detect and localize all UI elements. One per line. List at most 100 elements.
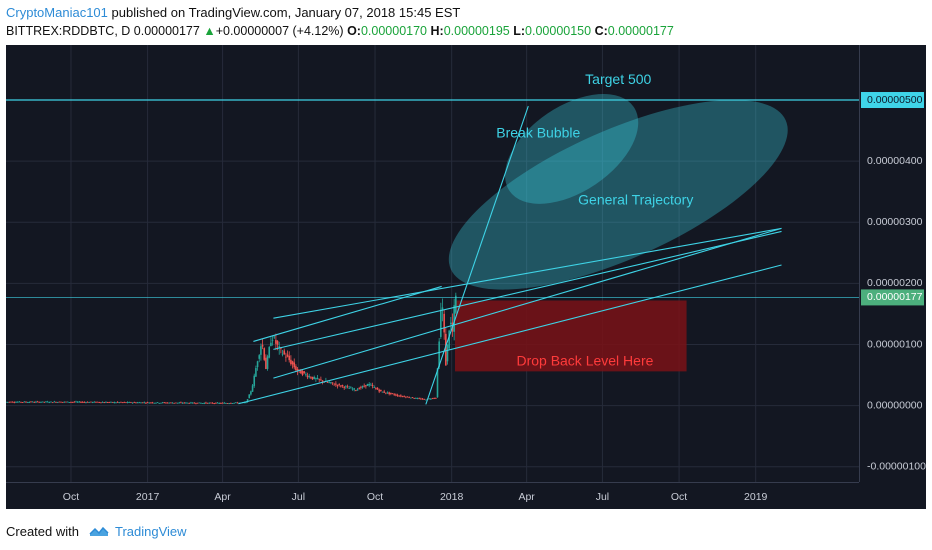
candle-body-94 bbox=[161, 402, 164, 404]
candle-body-160 bbox=[271, 339, 274, 341]
candle-body-130 bbox=[221, 402, 224, 404]
candle-body-90 bbox=[155, 402, 157, 404]
candle-body-71 bbox=[123, 402, 126, 403]
candle-body-149 bbox=[253, 375, 256, 386]
candle-body-157 bbox=[266, 356, 269, 369]
chart-area[interactable]: Target 500 Break Bubble General Trajectory… bbox=[5, 45, 926, 509]
time-axis[interactable]: Oct 2017 Apr Jul Oct 2018 Apr Jul Oct 2019 bbox=[6, 482, 926, 509]
ellipse-1 bbox=[448, 99, 788, 290]
candle-body-110 bbox=[188, 402, 191, 404]
ellipses bbox=[448, 93, 788, 290]
candle-body-209 bbox=[353, 388, 355, 390]
candle-body-28 bbox=[51, 402, 54, 404]
footer: Created with TradingView bbox=[6, 520, 406, 542]
candle-body-20 bbox=[38, 401, 41, 403]
candle-body-41 bbox=[73, 401, 76, 403]
candle-body-9 bbox=[20, 401, 22, 403]
time-tick-label-2: Apr bbox=[214, 491, 231, 503]
time-tick-label-7: Jul bbox=[596, 491, 609, 503]
last-price-value: 0.00000177 bbox=[133, 24, 200, 38]
author-link[interactable]: CryptoManiac101 bbox=[6, 5, 108, 20]
candle-body-207 bbox=[350, 387, 352, 389]
open-value: 0.00000170 bbox=[360, 24, 428, 38]
candle-body-59 bbox=[103, 402, 106, 404]
candle-body-201 bbox=[340, 385, 342, 387]
candle-body-129 bbox=[220, 403, 222, 404]
candle-body-161 bbox=[273, 336, 276, 338]
candle-body-266 bbox=[448, 330, 450, 349]
brand-label[interactable]: TradingView bbox=[114, 523, 187, 539]
candle-body-213 bbox=[360, 387, 362, 389]
candle-body-93 bbox=[160, 402, 162, 404]
candle-body-258 bbox=[435, 397, 437, 399]
candle-body-31 bbox=[56, 402, 59, 403]
annotation-label-2: General Trajectory bbox=[578, 192, 693, 208]
candle-body-111 bbox=[190, 402, 192, 404]
candle-body-144 bbox=[245, 402, 247, 404]
low-label: L: bbox=[513, 24, 526, 38]
candle-body-147 bbox=[250, 391, 252, 395]
candle-body-241 bbox=[406, 396, 409, 398]
close-label: C: bbox=[594, 24, 608, 38]
price-axis[interactable]: 0.00000400 0.00000300 0.00000200 0.00000100… bbox=[859, 45, 926, 509]
candle-body-167 bbox=[283, 350, 286, 355]
price-chart[interactable]: Target 500 Break Bubble General Trajectory… bbox=[5, 45, 926, 509]
candle-body-74 bbox=[128, 402, 131, 403]
candle-body-269 bbox=[453, 305, 455, 332]
candle-body-132 bbox=[225, 403, 227, 404]
candle-body-221 bbox=[373, 387, 375, 388]
candle-body-245 bbox=[413, 398, 415, 399]
annotation-label-0: Target 500 bbox=[585, 71, 651, 87]
candle-body-38 bbox=[68, 402, 71, 403]
candle-body-202 bbox=[341, 385, 344, 387]
candle-body-219 bbox=[370, 384, 372, 386]
candle-body-10 bbox=[21, 402, 24, 403]
candle-body-50 bbox=[88, 402, 91, 403]
candle-body-175 bbox=[296, 369, 299, 371]
candle-body-265 bbox=[446, 344, 449, 362]
time-tick-label-3: Jul bbox=[292, 491, 305, 503]
candle-body-246 bbox=[415, 397, 417, 399]
candle-body-73 bbox=[126, 402, 129, 403]
candle-body-12 bbox=[25, 401, 27, 403]
candle-body-116 bbox=[198, 402, 201, 404]
candle-body-70 bbox=[121, 402, 124, 404]
price-tick-label-3: 0.00000200 bbox=[867, 277, 923, 289]
candle-body-200 bbox=[338, 384, 341, 385]
candle-body-224 bbox=[378, 389, 380, 392]
candle-body-137 bbox=[233, 402, 236, 404]
candle-body-131 bbox=[223, 402, 226, 404]
candle-body-67 bbox=[116, 401, 119, 403]
candle-body-220 bbox=[371, 384, 374, 387]
candle-body-124 bbox=[211, 402, 214, 404]
candle-body-264 bbox=[445, 333, 447, 366]
candle-body-158 bbox=[268, 347, 271, 358]
horizontal-lines bbox=[6, 99, 859, 298]
candle-body-7 bbox=[16, 401, 19, 403]
candle-body-84 bbox=[145, 402, 147, 404]
candle-body-101 bbox=[173, 402, 176, 404]
candle-body-36 bbox=[65, 401, 67, 403]
annotation-labels: Target 500 Break Bubble General Trajectory… bbox=[496, 71, 693, 368]
trend-line-1 bbox=[273, 230, 782, 350]
candle-body-164 bbox=[278, 346, 281, 348]
candle-body-134 bbox=[228, 403, 231, 405]
candle-body-4 bbox=[11, 401, 14, 403]
candle-body-233 bbox=[393, 394, 395, 396]
candle-body-45 bbox=[80, 402, 82, 403]
candle-body-65 bbox=[113, 402, 116, 403]
candle-body-156 bbox=[265, 357, 267, 370]
candle-body-210 bbox=[355, 390, 357, 391]
candle-body-56 bbox=[98, 402, 101, 403]
tradingview-brand[interactable]: TradingView bbox=[85, 524, 187, 539]
candle-body-53 bbox=[93, 401, 96, 403]
candle-body-85 bbox=[146, 402, 149, 404]
candle-body-42 bbox=[75, 401, 77, 403]
candle-body-78 bbox=[135, 402, 137, 404]
candle-body-225 bbox=[380, 389, 382, 392]
candle-body-11 bbox=[23, 401, 26, 403]
candle-body-188 bbox=[318, 378, 321, 380]
time-tick-label-1: 2017 bbox=[136, 491, 160, 503]
symbol-label: BITTREX:RDDBTC, D bbox=[6, 24, 131, 38]
candle-body-125 bbox=[213, 403, 216, 404]
